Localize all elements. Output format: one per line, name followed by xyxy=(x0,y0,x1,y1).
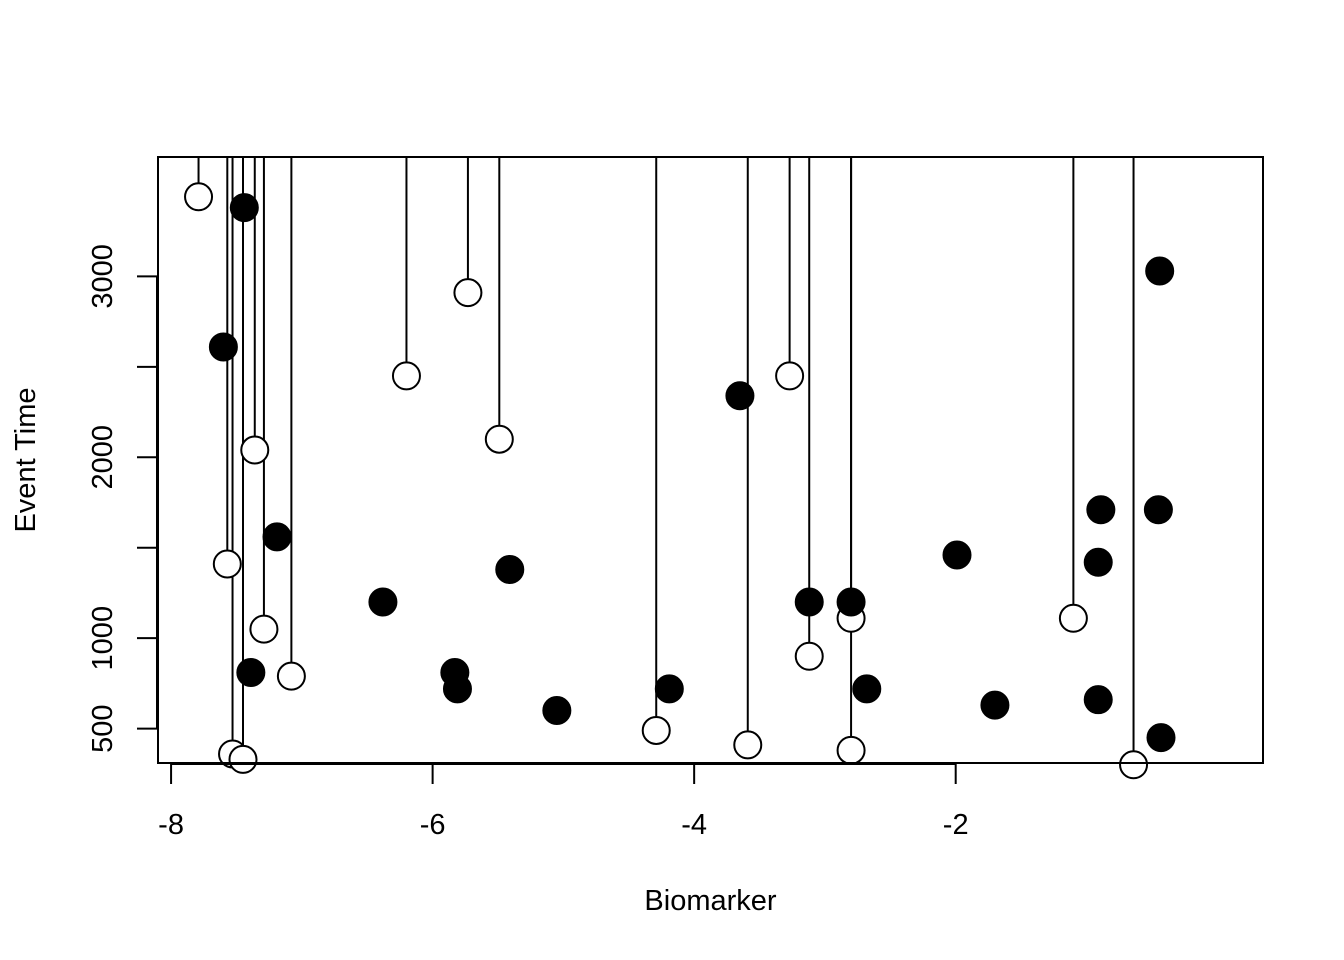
censor-lines xyxy=(197,157,1135,765)
censored-point-16 xyxy=(1058,603,1088,633)
event-point-9 xyxy=(654,674,684,704)
censored-point-17 xyxy=(1119,750,1149,780)
event-point-15 xyxy=(980,690,1010,720)
event-point-4 xyxy=(368,587,398,617)
censored-point-3 xyxy=(228,744,258,774)
censored-point-8 xyxy=(453,278,483,308)
x-axis-label: Biomarker xyxy=(644,885,776,917)
x-tick-label-0: -8 xyxy=(158,809,184,841)
event-point-8 xyxy=(542,696,572,726)
event-point-18 xyxy=(1083,685,1113,715)
censored-point-0 xyxy=(184,182,214,212)
event-point-3 xyxy=(236,658,266,688)
plot-frame xyxy=(157,156,1264,764)
y-tick-label-5: 3000 xyxy=(87,244,119,309)
censored-point-15 xyxy=(836,735,866,765)
censored-point-5 xyxy=(249,614,279,644)
y-tick-label-0: 500 xyxy=(87,704,119,752)
censored-point-12 xyxy=(775,361,805,391)
event-point-7 xyxy=(495,554,525,584)
event-point-19 xyxy=(1145,256,1175,286)
censored-point-6 xyxy=(276,661,306,691)
censored-point-13 xyxy=(794,641,824,671)
event-point-10 xyxy=(725,381,755,411)
x-axis: -8 -6 -4 -2 xyxy=(158,763,969,841)
event-point-6 xyxy=(442,674,472,704)
censored-point-9 xyxy=(484,424,514,454)
event-point-0 xyxy=(229,193,259,223)
data-points xyxy=(184,182,1176,780)
event-point-11 xyxy=(794,587,824,617)
event-point-12 xyxy=(836,587,866,617)
y-tick-label-3: 2000 xyxy=(87,425,119,490)
event-point-2 xyxy=(262,522,292,552)
x-tick-label-3: -2 xyxy=(943,809,969,841)
x-tick-label-2: -4 xyxy=(681,809,707,841)
censored-point-7 xyxy=(391,361,421,391)
event-point-14 xyxy=(942,540,972,570)
event-point-1 xyxy=(208,332,238,362)
censored-point-1 xyxy=(212,549,242,579)
event-point-13 xyxy=(852,674,882,704)
x-tick-label-1: -6 xyxy=(420,809,446,841)
censored-point-11 xyxy=(733,730,763,760)
event-point-21 xyxy=(1146,723,1176,753)
y-tick-label-1: 1000 xyxy=(87,606,119,671)
event-point-20 xyxy=(1143,495,1173,525)
event-point-16 xyxy=(1083,547,1113,577)
event-point-17 xyxy=(1086,495,1116,525)
y-axis: 500 1000 2000 3000 xyxy=(87,244,158,753)
y-axis-label: Event Time xyxy=(10,387,42,532)
censored-point-10 xyxy=(641,715,671,745)
censored-point-4 xyxy=(240,435,270,465)
